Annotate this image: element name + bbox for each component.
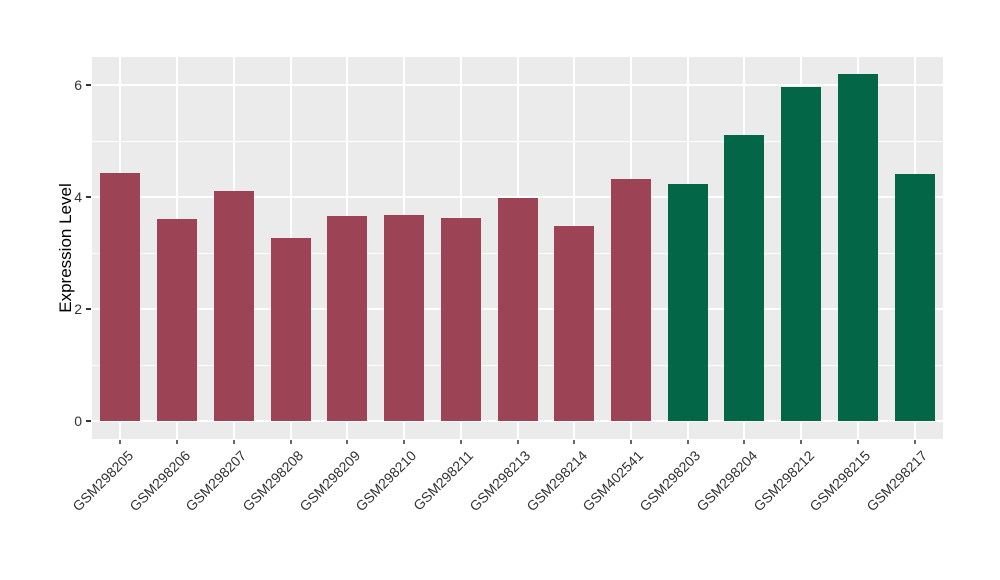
bar-GSM298210 xyxy=(384,214,425,421)
y-tick-mark xyxy=(86,84,91,86)
x-tick-mark xyxy=(403,440,406,444)
bar-GSM298209 xyxy=(327,216,368,421)
x-tick-mark xyxy=(629,440,632,444)
x-tick-mark xyxy=(913,440,916,444)
y-tick-mark xyxy=(86,308,91,310)
y-tick-label: 2 xyxy=(74,301,82,317)
x-tick-mark xyxy=(856,440,859,444)
bar-GSM298214 xyxy=(554,226,595,421)
x-tick-label: GSM298205 xyxy=(69,447,136,515)
x-tick-mark xyxy=(573,440,576,444)
bar-GSM298203 xyxy=(667,184,708,421)
x-tick-mark xyxy=(516,440,519,444)
x-tick-mark xyxy=(119,440,122,444)
bar-GSM402541 xyxy=(610,178,651,421)
y-tick-label: 6 xyxy=(74,77,82,93)
x-tick-mark xyxy=(176,440,179,444)
y-tick-mark xyxy=(86,420,91,422)
x-tick-mark xyxy=(346,440,349,444)
x-tick-mark xyxy=(289,440,292,444)
bar-GSM298208 xyxy=(270,237,311,421)
x-tick-mark xyxy=(459,440,462,444)
x-tick-label: GSM298208 xyxy=(239,447,307,515)
y-tick-mark xyxy=(86,196,91,198)
bar-GSM298212 xyxy=(781,87,822,421)
bar-GSM298205 xyxy=(100,173,141,421)
plot-panel xyxy=(92,57,943,439)
bar-GSM298217 xyxy=(894,174,935,421)
x-tick-mark xyxy=(743,440,746,444)
bar-GSM298215 xyxy=(837,73,878,421)
x-tick-label: GSM298217 xyxy=(863,447,931,515)
y-tick-label: 0 xyxy=(74,413,82,429)
x-tick-label: GSM298203 xyxy=(636,447,704,515)
x-tick-mark xyxy=(686,440,689,444)
bar-GSM298211 xyxy=(440,218,481,421)
bar-GSM298213 xyxy=(497,197,538,421)
x-tick-mark xyxy=(232,440,235,444)
bar-GSM298207 xyxy=(213,190,254,421)
x-tick-mark xyxy=(800,440,803,444)
y-tick-label: 4 xyxy=(74,189,82,205)
bar-GSM298204 xyxy=(724,135,765,421)
bar-GSM298206 xyxy=(157,219,198,421)
